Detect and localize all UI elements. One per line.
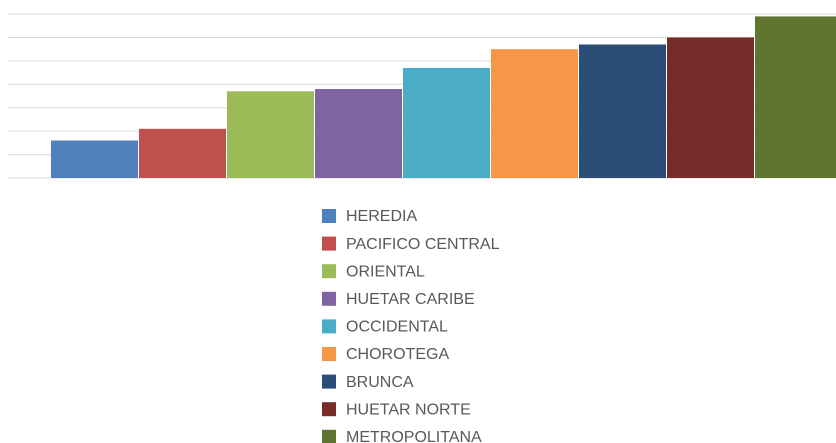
- legend-swatch: [322, 402, 336, 417]
- bar: [579, 44, 666, 178]
- legend-label: BRUNCA: [346, 374, 414, 391]
- legend-swatch: [322, 291, 336, 306]
- legend-swatch: [322, 347, 336, 361]
- legend-label: METROPOLITANA: [346, 429, 482, 443]
- bar: [667, 37, 754, 179]
- legend-swatch: [322, 236, 336, 251]
- bar: [755, 16, 836, 178]
- bar: [227, 91, 314, 178]
- legend-label: OCCIDENTAL: [346, 319, 448, 336]
- bar: [491, 49, 578, 179]
- legend-label: CHOROTEGA: [346, 346, 449, 363]
- legend-label: ORIENTAL: [346, 263, 425, 280]
- legend-label: HUETAR CARIBE: [346, 291, 475, 308]
- bar: [315, 89, 402, 178]
- bar: [51, 140, 138, 178]
- legend-swatch: [322, 209, 336, 223]
- legend-swatch: [322, 264, 336, 279]
- legend-label: HUETAR NORTE: [346, 401, 471, 418]
- legend-swatch: [322, 374, 336, 389]
- legend-label: HEREDIA: [346, 208, 417, 225]
- bar: [403, 67, 490, 178]
- legend-label: PACIFICO CENTRAL: [346, 236, 500, 253]
- legend-swatch: [322, 429, 336, 443]
- bar: [139, 128, 226, 178]
- legend-swatch: [322, 319, 336, 334]
